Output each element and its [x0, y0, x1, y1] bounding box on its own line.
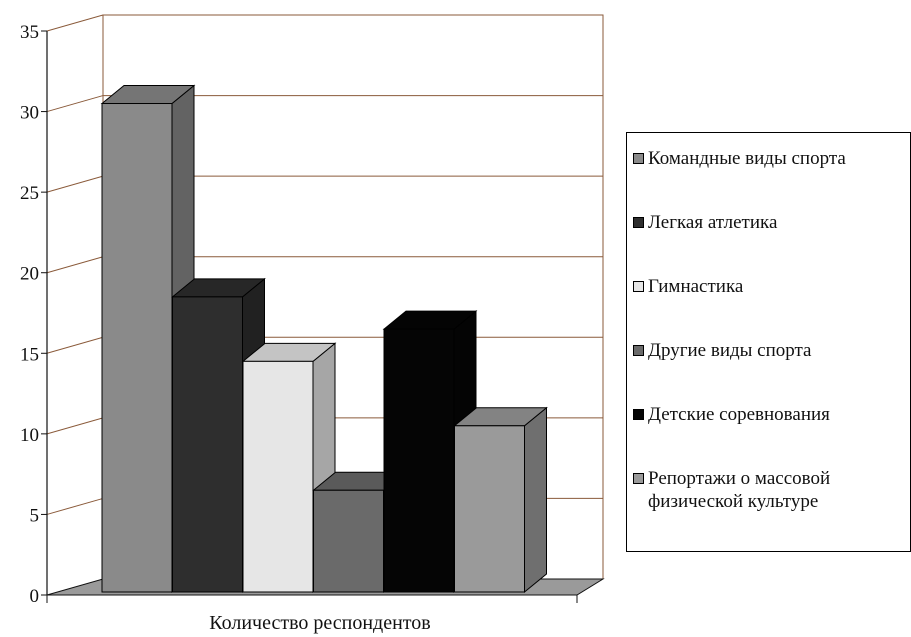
legend-swatch-6: [633, 473, 644, 484]
bar-6: [454, 425, 525, 593]
legend-item-2: Легкая атлетика: [633, 211, 898, 234]
legend-item-6: Репортажи о массовой физической культуре: [633, 467, 898, 513]
y-tick-label-5: 5: [30, 505, 40, 526]
chart-legend: Командные виды спорта Легкая атлетика Ги…: [626, 132, 911, 552]
legend-swatch-1: [633, 153, 644, 164]
gridline-side-15: [46, 336, 104, 354]
bar-2: [172, 296, 243, 593]
legend-label-2: Легкая атлетика: [648, 212, 778, 233]
x-axis-label: Количество респондентов: [209, 612, 431, 634]
legend-swatch-5: [633, 409, 644, 420]
bar-5: [383, 328, 455, 593]
gridline-side-35: [46, 14, 104, 32]
legend-item-5: Детские соревнования: [633, 403, 898, 426]
bar-4: [313, 489, 384, 593]
bar-3: [242, 360, 314, 593]
gridline-side-10: [46, 417, 104, 435]
gridline-side-25: [46, 175, 104, 193]
gridline-side-30: [46, 95, 104, 113]
legend-label-6: Репортажи о массовой физической культуре: [648, 468, 831, 512]
y-tick-label-10: 10: [20, 425, 39, 446]
legend-swatch-3: [633, 281, 644, 292]
legend-item-3: Гимнастика: [633, 275, 898, 298]
legend-label-3: Гимнастика: [648, 276, 744, 297]
y-tick-label-20: 20: [20, 264, 39, 285]
legend-item-4: Другие виды спорта: [633, 339, 898, 362]
legend-item-1: Командные виды спорта: [633, 147, 898, 170]
y-tick-label-30: 30: [20, 103, 39, 124]
gridline-side-20: [46, 256, 104, 274]
legend-swatch-2: [633, 217, 644, 228]
bar-1: [101, 103, 173, 593]
legend-label-1: Командные виды спорта: [648, 148, 846, 169]
legend-label-4: Другие виды спорта: [648, 340, 812, 361]
y-tick-label-25: 25: [20, 183, 39, 204]
bar-side-6: [524, 406, 547, 594]
legend-swatch-4: [633, 345, 644, 356]
y-tick-label-0: 0: [30, 586, 40, 607]
legend-label-5: Детские соревнования: [648, 404, 830, 425]
y-tick-label-35: 35: [20, 22, 39, 43]
y-tick-label-15: 15: [20, 344, 39, 365]
gridline-side-5: [46, 497, 104, 515]
